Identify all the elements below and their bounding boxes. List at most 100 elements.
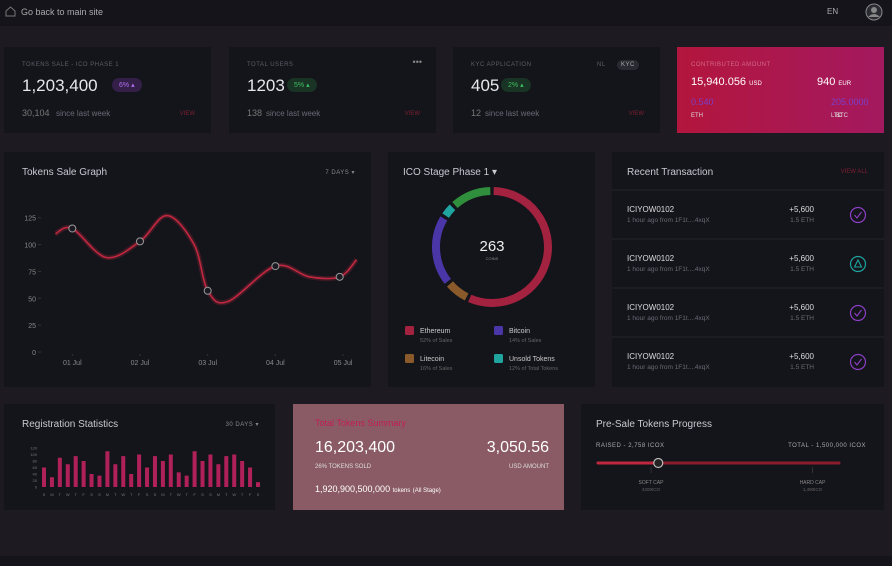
card-title: Total Tokens Summary <box>315 418 406 428</box>
view-link[interactable]: VIEW <box>628 111 644 117</box>
tokens-label: 26% TOKENS SOLD <box>315 464 372 470</box>
tab[interactable]: NL <box>597 62 606 68</box>
donut-segment <box>446 281 469 301</box>
bar <box>129 474 134 487</box>
legend-label: Unsold Tokens <box>509 356 555 363</box>
point <box>335 272 344 281</box>
y-tick-label: 60 <box>33 465 38 470</box>
bar <box>57 457 62 487</box>
usd: 3,050.56 <box>486 439 549 456</box>
change: 2% <box>508 82 519 89</box>
x-tick-label: T <box>74 492 77 497</box>
contributed-card: CONTRIBUTED AMOUNT 15,940.056 USD 940 EU… <box>677 47 884 133</box>
sub-value: 30,104 <box>22 108 50 118</box>
sub-value: 138 <box>247 108 263 118</box>
coin-unit: ETH <box>691 113 703 119</box>
language[interactable]: EN <box>827 7 839 16</box>
card-title: ICO Stage Phase 1 ▾ <box>403 167 497 178</box>
tx-time: 1 hour ago from 1F1t....4xqX <box>627 315 710 322</box>
tab[interactable]: KYC <box>617 60 639 70</box>
bar <box>49 477 54 487</box>
change-badge: 6% ▴ <box>112 78 142 92</box>
card-title: Registration Statistics <box>22 419 119 430</box>
bar <box>216 464 221 487</box>
y-tick-label: 20 <box>33 478 38 483</box>
coin-value: 205.0000 <box>831 97 869 107</box>
value: 405 <box>471 76 500 95</box>
tx-coin: 1.5 ETH <box>790 364 814 371</box>
bar <box>152 456 157 487</box>
view-link[interactable]: VIEW <box>404 111 420 117</box>
x-tick-label: S <box>209 492 212 497</box>
change: 5% <box>294 82 305 89</box>
sub-label: since last week <box>56 109 111 118</box>
bar <box>97 475 102 487</box>
cap-label: SOFT CAP <box>639 480 665 486</box>
transactions-card: Recent Transaction VIEW ALL ICIYOW0102 1 … <box>612 152 884 387</box>
status-icon <box>849 255 867 273</box>
y-tick-label: 50 <box>28 296 36 303</box>
x-tick-label: T <box>59 492 62 497</box>
usd-label: USD AMOUNT <box>508 464 549 470</box>
tx-id: ICIYOW0102 <box>627 254 675 263</box>
change-badge: 5% ▴ <box>287 78 317 92</box>
x-tick-label: F <box>138 492 141 497</box>
sub-label: since last week <box>485 109 540 118</box>
legend-label: Litecoin <box>420 356 444 363</box>
bar <box>73 456 78 487</box>
usd-amount: 15,940.056 USD <box>691 76 762 88</box>
menu-dots[interactable]: ••• <box>412 57 422 67</box>
period-select[interactable]: 30 DAYS ▾ <box>225 422 259 428</box>
x-tick-label: S <box>43 492 46 497</box>
x-tick-label: S <box>201 492 204 497</box>
presale-card: Pre-Sale Tokens Progress RAISED - 2,758 … <box>581 404 884 510</box>
x-tick-label: T <box>185 492 188 497</box>
period: 30 DAYS <box>225 422 254 428</box>
point <box>68 224 77 233</box>
x-tick-label: T <box>225 492 228 497</box>
cap-label: HARD CAP <box>800 480 827 486</box>
legend-note: 16% of Sales <box>420 366 453 372</box>
period-select[interactable]: 7 DAYS ▾ <box>325 170 355 176</box>
x-tick-label: F <box>249 492 252 497</box>
bar <box>200 461 205 487</box>
back-link[interactable]: Go back to main site <box>21 7 104 17</box>
y-tick-label: 80 <box>33 459 38 464</box>
y-tick-label: 75 <box>28 269 36 276</box>
donut-segment <box>452 187 491 209</box>
row-graphics <box>612 189 884 371</box>
value: 1203 <box>247 76 285 95</box>
card-label: TOKENS SALE - ICO PHASE 1 <box>22 62 120 68</box>
card-title: Tokens Sale Graph <box>22 167 108 178</box>
legend-note: 12% of Total Tokens <box>509 366 558 372</box>
bar <box>65 464 70 487</box>
tokens: 16,203,400 <box>315 439 396 456</box>
view-link[interactable]: VIEW <box>179 111 195 117</box>
legend-note: 14% of Sales <box>509 338 542 344</box>
legend-swatch <box>494 354 503 363</box>
cap-value: 1,490ICO <box>803 487 823 492</box>
bar <box>113 464 118 487</box>
view-all[interactable]: VIEW ALL <box>840 169 868 175</box>
center-label: COINS <box>486 256 499 261</box>
bar <box>184 475 189 487</box>
x-tick-label: 03 Jul <box>198 360 217 367</box>
bar <box>248 467 253 487</box>
footer <box>0 556 892 566</box>
bar <box>176 472 181 487</box>
bar <box>137 454 142 487</box>
tx-id: ICIYOW0102 <box>627 352 675 361</box>
y-tick-label: 100 <box>24 243 36 250</box>
sub-value: 12 <box>471 108 482 118</box>
legend-label: Bitcoin <box>509 328 530 335</box>
avatar[interactable] <box>864 2 884 22</box>
value: 2,758 ICOX <box>628 443 665 449</box>
value: 940 <box>817 76 836 88</box>
donut-segment <box>442 204 456 218</box>
coin-unit: BTC <box>836 113 848 119</box>
x-tick-label: T <box>241 492 244 497</box>
x-tick-label: 01 Jul <box>63 360 82 367</box>
